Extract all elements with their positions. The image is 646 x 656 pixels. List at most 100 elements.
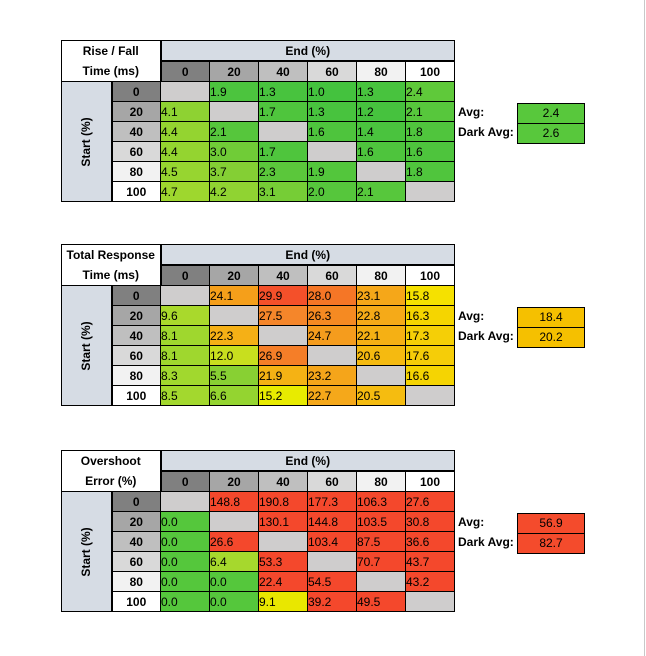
value-cell: 8.1	[160, 325, 210, 346]
value-cell: 3.7	[209, 161, 259, 182]
value-cell: 17.3	[405, 325, 455, 346]
value-cell	[258, 531, 308, 552]
value-cell: 8.3	[160, 365, 210, 386]
value-cell: 26.6	[209, 531, 259, 552]
value-cell: 1.6	[356, 141, 406, 162]
value-cell: 0.0	[160, 531, 210, 552]
value-cell: 106.3	[356, 491, 406, 512]
value-cell	[405, 385, 455, 406]
page-edge	[644, 0, 645, 656]
value-cell: 20.5	[356, 385, 406, 406]
value-cell: 22.1	[356, 325, 406, 346]
row-header: 100	[111, 385, 161, 406]
value-cell: 9.6	[160, 305, 210, 326]
row-header: 80	[111, 365, 161, 386]
row-header: 60	[111, 551, 161, 572]
row-header: 100	[111, 591, 161, 612]
value-cell: 4.2	[209, 181, 259, 202]
value-cell	[209, 101, 259, 122]
value-cell: 27.5	[258, 305, 308, 326]
table-title-line-2: Time (ms)	[61, 61, 162, 82]
value-cell: 22.4	[258, 571, 308, 592]
row-header: 0	[111, 81, 161, 102]
value-cell: 0.0	[209, 591, 259, 612]
value-cell: 23.1	[356, 285, 406, 306]
value-cell: 8.1	[160, 345, 210, 366]
column-header: 40	[258, 264, 308, 286]
column-header: 80	[356, 470, 406, 492]
table-row: 20 9.6 27.5 26.3 22.8 16.3	[62, 305, 455, 326]
column-header: 80	[356, 264, 406, 286]
table-title-line-2: Error (%)	[61, 471, 162, 492]
value-cell	[160, 491, 210, 512]
row-header: 60	[111, 345, 161, 366]
end-header: End (%)	[160, 244, 455, 266]
value-cell: 1.7	[258, 101, 308, 122]
avg-value: 56.9	[517, 513, 585, 534]
value-cell	[258, 325, 308, 346]
column-header: 60	[307, 264, 357, 286]
table-row: 40 0.0 26.6 103.4 87.5 36.6	[62, 531, 455, 552]
row-header: 80	[111, 571, 161, 592]
value-cell: 3.1	[258, 181, 308, 202]
column-header: 80	[356, 60, 406, 82]
column-header: 0	[160, 60, 210, 82]
dark-avg-value: 2.6	[517, 123, 585, 144]
column-header: 100	[405, 60, 455, 82]
value-cell: 1.6	[307, 121, 357, 142]
row-header: 0	[111, 285, 161, 306]
value-cell: 16.3	[405, 305, 455, 326]
value-cell: 24.1	[209, 285, 259, 306]
table-row: 80 4.5 3.7 2.3 1.9 1.8	[62, 161, 455, 182]
value-cell: 22.7	[307, 385, 357, 406]
table-row: 20 0.0 130.1 144.8 103.5 30.8	[62, 511, 455, 532]
dark-avg-value: 82.7	[517, 533, 585, 554]
start-header: Start (%)	[61, 491, 113, 612]
value-cell: 1.3	[307, 101, 357, 122]
row-header: 60	[111, 141, 161, 162]
value-cell: 30.8	[405, 511, 455, 532]
table-title-line-1: Overshoot	[61, 450, 162, 471]
dark-avg-label: Dark Avg:	[458, 329, 514, 343]
table-row: 40 4.4 2.1 1.6 1.4 1.8	[62, 121, 455, 142]
column-header: 40	[258, 470, 308, 492]
row-header: 20	[111, 511, 161, 532]
value-cell: 0.0	[160, 551, 210, 572]
value-cell: 1.8	[405, 121, 455, 142]
column-header: 60	[307, 470, 357, 492]
end-header: End (%)	[160, 40, 455, 62]
value-cell	[160, 81, 210, 102]
value-cell: 28.0	[307, 285, 357, 306]
value-cell: 2.0	[307, 181, 357, 202]
value-cell: 1.9	[209, 81, 259, 102]
value-cell	[307, 141, 357, 162]
value-cell	[356, 571, 406, 592]
response-table-1: Total Response End (%) Time (ms) 0 20 40 60…	[61, 244, 455, 406]
value-cell: 103.5	[356, 511, 406, 532]
table-title-line-2: Time (ms)	[61, 265, 162, 286]
table-row: 60 8.1 12.0 26.9 20.6 17.6	[62, 345, 455, 366]
avg-label: Avg:	[458, 105, 485, 119]
value-cell: 15.2	[258, 385, 308, 406]
value-cell: 16.6	[405, 365, 455, 386]
value-cell	[160, 285, 210, 306]
value-cell: 177.3	[307, 491, 357, 512]
table-row: 60 0.0 6.4 53.3 70.7 43.7	[62, 551, 455, 572]
value-cell	[209, 511, 259, 532]
table-row: 100 4.7 4.2 3.1 2.0 2.1	[62, 181, 455, 202]
table-row: 20 4.1 1.7 1.3 1.2 2.1	[62, 101, 455, 122]
value-cell: 190.8	[258, 491, 308, 512]
start-header-label: Start (%)	[79, 116, 94, 167]
value-cell: 29.9	[258, 285, 308, 306]
avg-label: Avg:	[458, 309, 485, 323]
value-cell: 1.2	[356, 101, 406, 122]
value-cell: 2.1	[209, 121, 259, 142]
response-table-0: Rise / Fall End (%) Time (ms) 0 20 40 60 80 1…	[61, 40, 455, 202]
value-cell: 15.8	[405, 285, 455, 306]
table-title-line-1: Total Response	[61, 244, 162, 265]
value-cell: 27.6	[405, 491, 455, 512]
table-row: 100 8.5 6.6 15.2 22.7 20.5	[62, 385, 455, 406]
row-header: 80	[111, 161, 161, 182]
value-cell: 26.9	[258, 345, 308, 366]
value-cell: 26.3	[307, 305, 357, 326]
